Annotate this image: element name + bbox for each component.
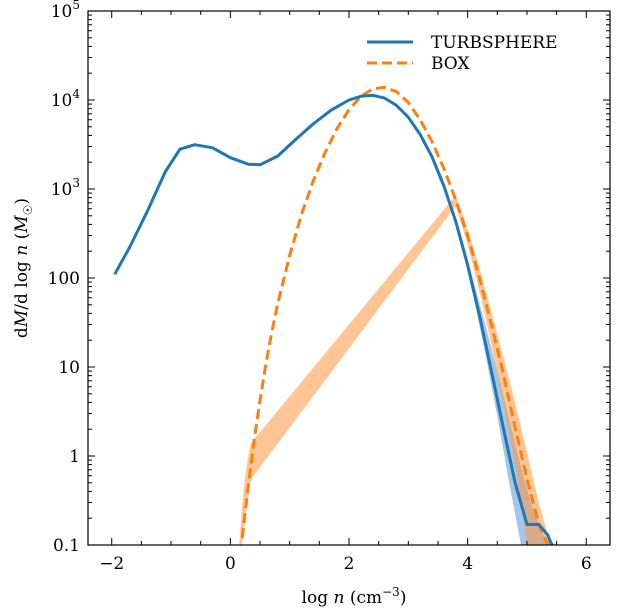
band-box (239, 195, 551, 546)
y-axis-label: dM/d log n (M☉) (12, 198, 35, 338)
x-tick-label: 4 (462, 554, 473, 574)
y-tick-label: 10 (58, 358, 80, 378)
x-tick-label: 6 (581, 554, 592, 574)
x-tick-label: −2 (99, 554, 124, 574)
band-turbsphere (461, 236, 566, 546)
y-tick-label: 103 (51, 176, 80, 200)
legend-label-box: BOX (431, 54, 470, 74)
legend-label-turbsphere: TURBSPHERE (431, 33, 558, 53)
axis-tick-labels: −2 0 2 4 6 0.1 1 10 100 103 104 105 (48, 0, 592, 574)
axis-ticks (88, 10, 610, 546)
series-lines (113, 85, 554, 546)
x-tick-label: 2 (344, 554, 355, 574)
uncertainty-bands (239, 195, 566, 546)
line-turbsphere (113, 93, 554, 546)
y-tick-label: 1 (69, 447, 80, 467)
legend: TURBSPHERE BOX (367, 33, 558, 74)
x-axis-label: log n (cm−3) (302, 585, 407, 608)
plot-frame (87, 10, 611, 546)
y-tick-label: 105 (51, 0, 80, 22)
line-box (240, 85, 550, 546)
x-tick-label: 0 (225, 554, 236, 574)
y-tick-label: 100 (48, 269, 80, 289)
y-tick-label: 104 (51, 87, 81, 111)
y-tick-label: 0.1 (53, 536, 80, 556)
